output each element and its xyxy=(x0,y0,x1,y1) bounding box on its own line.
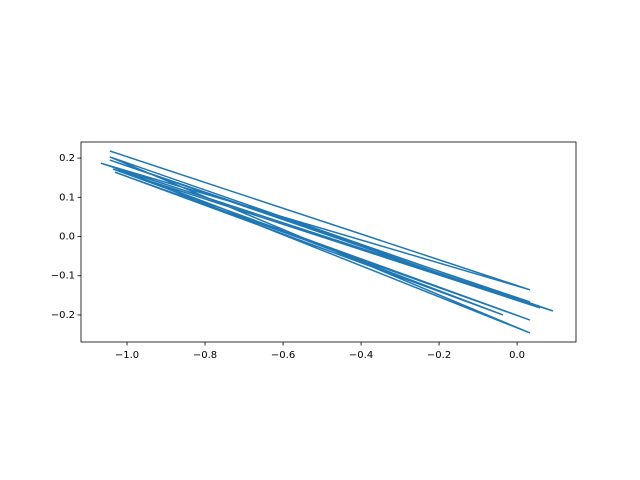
x-tick-label: −0.8 xyxy=(193,350,217,361)
axes-frame xyxy=(80,141,577,343)
y-tick-label: 0.1 xyxy=(59,192,75,203)
x-tick-label: −0.6 xyxy=(271,350,295,361)
y-tick-label: 0.0 xyxy=(59,232,75,243)
x-tick-label: −0.4 xyxy=(349,350,373,361)
y-tick-label: 0.2 xyxy=(59,153,75,164)
x-tick-label: −0.2 xyxy=(427,350,451,361)
y-tick-label: −0.1 xyxy=(51,271,75,282)
x-tick-label: 0.0 xyxy=(509,350,525,361)
data-line xyxy=(100,150,554,334)
x-tick-label: −1.0 xyxy=(115,350,139,361)
y-tick-label: −0.2 xyxy=(51,310,75,321)
